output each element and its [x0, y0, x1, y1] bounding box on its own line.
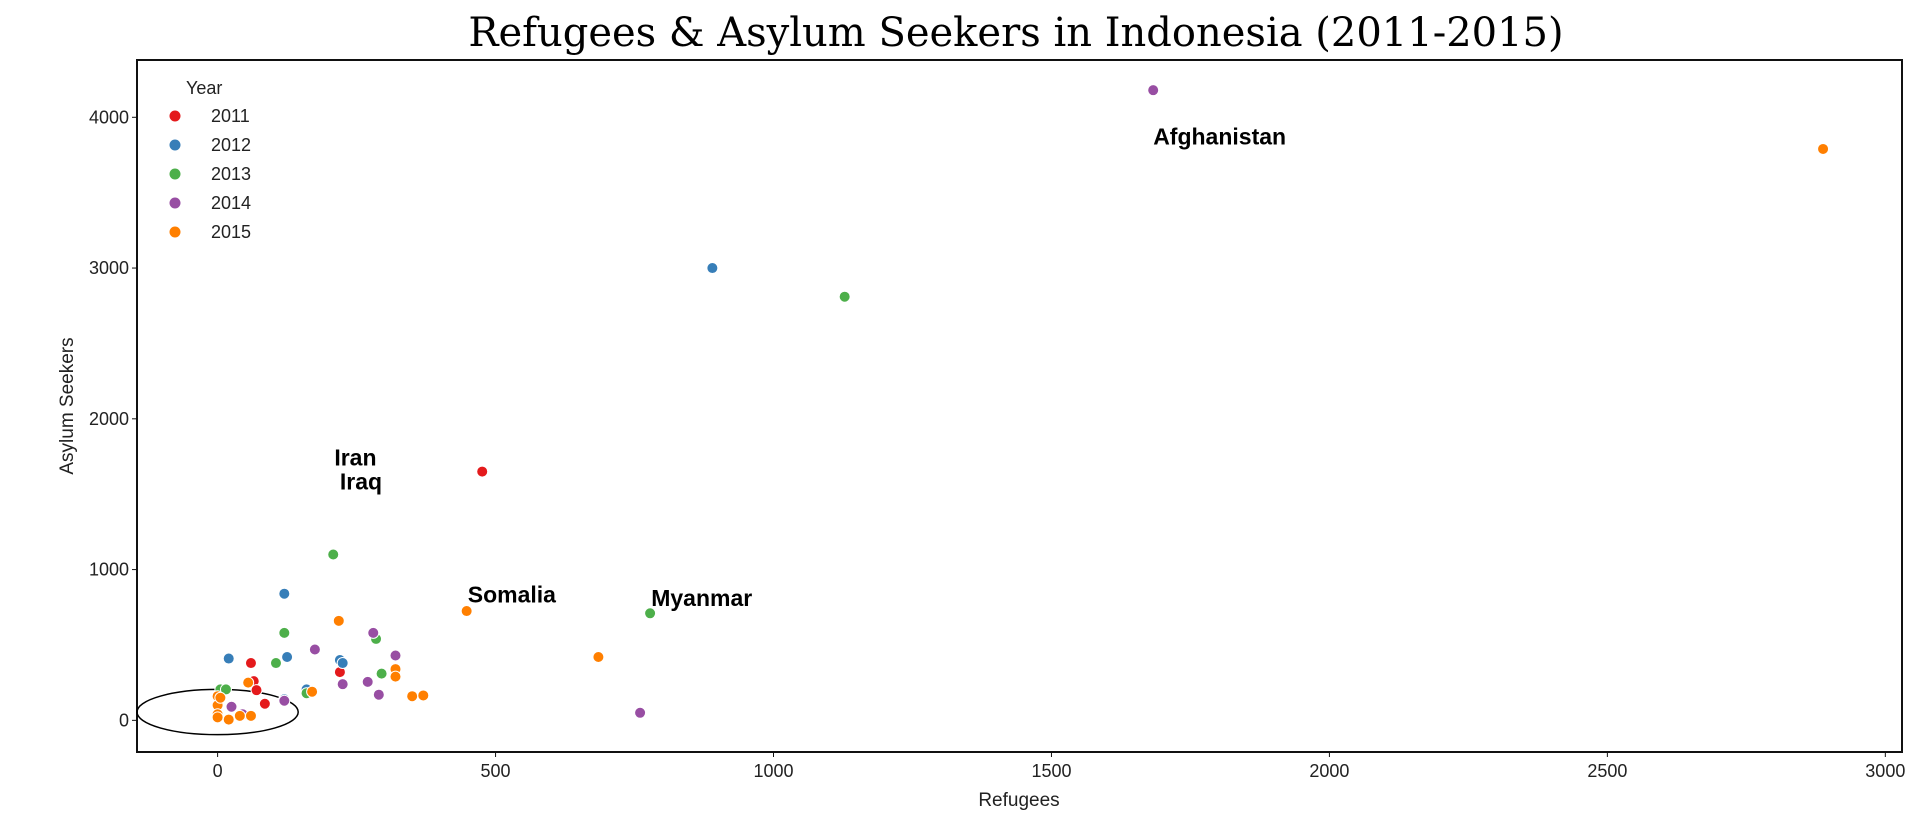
- annotation-label: Iraq: [340, 469, 382, 495]
- scatter-point-2012: [336, 657, 349, 670]
- scatter-point-2011: [250, 684, 263, 697]
- x-tick-label: 0: [213, 761, 223, 781]
- legend-label: 2014: [211, 193, 251, 213]
- annotation-label: Myanmar: [651, 585, 752, 611]
- annotation-label: Somalia: [468, 582, 556, 608]
- legend-marker: [169, 110, 181, 122]
- x-tick-label: 500: [481, 761, 511, 781]
- scatter-point-2012: [222, 652, 235, 665]
- scatter-point-2011: [258, 697, 271, 710]
- scatter-point-2015: [214, 691, 227, 704]
- legend-marker: [169, 197, 181, 209]
- x-tick-label: 2000: [1309, 761, 1349, 781]
- legend: Year 2011 2012 2013 2014 2015: [169, 78, 251, 242]
- scatter-point-2015: [306, 685, 319, 698]
- y-axis-ticks: 0 1000 2000 3000 4000: [89, 107, 137, 730]
- legend-label: 2015: [211, 222, 251, 242]
- x-tick-label: 3000: [1865, 761, 1905, 781]
- scatter-point-2014: [372, 688, 385, 701]
- legend-marker: [169, 139, 181, 151]
- annotation-label: Afghanistan: [1153, 123, 1286, 149]
- scatter-point-2014: [278, 694, 291, 707]
- scatter-point-2014: [225, 700, 238, 713]
- scatter-point-2015: [389, 670, 402, 683]
- plot-frame: [136, 59, 1903, 753]
- scatter-point-2015: [222, 713, 235, 726]
- annotation-label: Iran: [334, 445, 376, 471]
- scatter-point-2013: [219, 683, 232, 696]
- legend-entries: 2011 2012 2013 2014 2015: [169, 106, 251, 242]
- legend-title: Year: [186, 78, 222, 98]
- x-tick-label: 1500: [1031, 761, 1071, 781]
- legend-marker: [169, 226, 181, 238]
- legend-label: 2013: [211, 164, 251, 184]
- scatter-point-2012: [706, 262, 719, 275]
- scatter-point-2015: [417, 689, 430, 702]
- scatter-point-2015: [460, 605, 473, 618]
- x-tick-label: 1000: [753, 761, 793, 781]
- scatter-point-2014: [634, 706, 647, 719]
- scatter-point-2013: [375, 667, 388, 680]
- scatter-point-2013: [327, 548, 340, 561]
- scatter-point-2013: [278, 626, 291, 639]
- scatter-point-2014: [1147, 84, 1160, 97]
- scatter-point-2015: [406, 690, 419, 703]
- scatter-point-2011: [476, 465, 489, 478]
- scatter-point-2015: [592, 651, 605, 664]
- y-tick-label: 0: [119, 710, 129, 730]
- scatter-point-2015: [233, 709, 246, 722]
- scatter-point-2011: [244, 657, 257, 670]
- scatter-point-2013: [838, 290, 851, 303]
- scatter-point-2012: [281, 651, 294, 664]
- y-tick-label: 2000: [89, 409, 129, 429]
- x-axis-label: Refugees: [978, 790, 1059, 811]
- data-points: [211, 84, 1830, 726]
- scatter-point-2014: [361, 675, 374, 688]
- scatter-point-2014: [336, 678, 349, 691]
- y-tick-label: 3000: [89, 258, 129, 278]
- legend-marker: [169, 168, 181, 180]
- legend-label: 2012: [211, 135, 251, 155]
- scatter-point-2014: [389, 649, 402, 662]
- scatter-point-2013: [644, 607, 657, 620]
- scatter-point-2014: [308, 643, 321, 656]
- y-tick-label: 1000: [89, 560, 129, 580]
- scatter-point-2015: [242, 676, 255, 689]
- chart-title: Refugees & Asylum Seekers in Indonesia (…: [468, 10, 1563, 56]
- scatter-point-2013: [269, 657, 282, 670]
- x-axis-ticks: 0 500 1000 1500 2000 2500 3000: [213, 752, 1905, 781]
- scatter-point-2014: [367, 626, 380, 639]
- scatter-point-2015: [244, 709, 257, 722]
- scatter-point-2015: [332, 614, 345, 627]
- scatter-point-2012: [278, 587, 291, 600]
- x-tick-label: 2500: [1587, 761, 1627, 781]
- y-tick-label: 4000: [89, 107, 129, 127]
- legend-label: 2011: [211, 106, 250, 126]
- scatter-point-2015: [211, 711, 224, 724]
- scatter-point-2015: [1817, 142, 1830, 155]
- y-axis-label: Asylum Seekers: [57, 337, 78, 474]
